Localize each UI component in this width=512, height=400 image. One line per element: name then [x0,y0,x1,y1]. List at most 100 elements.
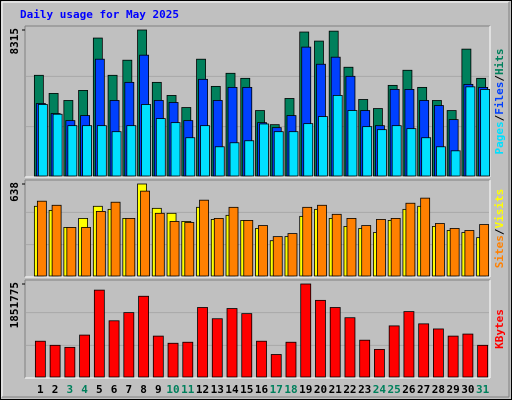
bar [287,233,298,277]
bar [332,95,343,177]
bar [259,123,269,177]
bar [317,204,327,277]
bar [200,125,210,177]
bar [362,126,373,177]
bar [436,146,446,177]
legend-entry: Pages [493,121,506,154]
bar [229,142,240,177]
legend-entry: Files [493,82,506,115]
bar [199,199,209,277]
bar [288,131,299,177]
bar [405,202,416,277]
x-tick-label: 25 [388,383,401,396]
x-tick-label: 27 [417,383,430,396]
bar [243,220,254,277]
legend: KBytes [493,309,506,349]
bar [49,344,61,378]
bar [66,227,77,277]
x-tick-label: 6 [111,383,118,396]
bar [388,325,400,378]
bar [450,150,461,177]
bar [154,212,165,277]
legend: Pages/Files/Hits [493,49,506,155]
y-max-label: 8315 [8,28,21,55]
bar [169,221,180,277]
bar [185,137,196,177]
y-max-label: 638 [8,182,21,202]
bar [110,201,121,277]
x-tick-label: 24 [373,383,387,396]
bar [464,230,475,277]
bar [447,335,459,378]
bar [182,341,194,378]
legend-entry: Hits [493,49,506,76]
bar [374,348,385,378]
bar [155,118,166,177]
bar [315,299,326,378]
bar [51,204,62,277]
bar [197,307,208,378]
bar [462,333,474,378]
bar [420,197,431,277]
bar [141,104,151,177]
bar [211,318,223,378]
x-tick-label: 5 [96,383,103,396]
x-tick-label: 1 [37,383,44,396]
legend-separator: / [493,114,506,121]
bar [391,125,402,177]
bar [226,308,238,378]
bar [479,224,490,277]
x-tick-label: 17 [270,383,283,396]
x-tick-label: 26 [402,383,416,396]
bar [96,125,107,177]
bar [361,225,372,277]
x-tick-label: 16 [255,383,269,396]
bar [140,190,150,277]
bar [93,289,105,378]
bar [480,89,491,177]
bar [329,307,341,378]
y-max-label: 1851775 [8,282,21,328]
bar [258,225,268,277]
bar [376,219,386,277]
bar [331,213,342,277]
x-tick-label: 29 [447,383,460,396]
bar [170,122,181,177]
x-tick-label: 20 [314,383,327,396]
x-tick-label: 10 [166,383,179,396]
x-tick-label: 4 [81,383,88,396]
legend: Sites/Visits [493,189,506,269]
x-tick-label: 21 [329,383,343,396]
bar [344,317,356,378]
bar [241,313,253,378]
bar [167,342,179,378]
legend-separator: / [493,75,506,82]
x-tick-label: 30 [461,383,474,396]
x-tick-label: 9 [155,383,162,396]
bar [123,312,135,378]
bar [270,354,282,378]
x-tick-label: 7 [126,383,133,396]
bar [126,125,137,177]
legend-entry: Visits [493,189,506,229]
bar [285,341,297,378]
legend-separator: / [493,228,506,235]
x-tick-label: 13 [211,383,224,396]
bar [465,86,476,177]
bar [273,131,284,177]
x-tick-label: 18 [284,383,297,396]
bar [418,323,430,378]
x-tick-label: 8 [140,383,147,396]
bar [390,218,401,277]
bar [449,228,460,277]
bar [213,218,224,277]
bar [318,116,328,177]
bar [81,227,91,277]
bar [421,137,432,177]
x-tick-label: 22 [343,383,356,396]
chart-title: Daily usage for May 2025 [20,8,179,21]
x-tick-label: 23 [358,383,371,396]
x-tick-label: 11 [181,383,195,396]
x-tick-label: 14 [225,383,239,396]
